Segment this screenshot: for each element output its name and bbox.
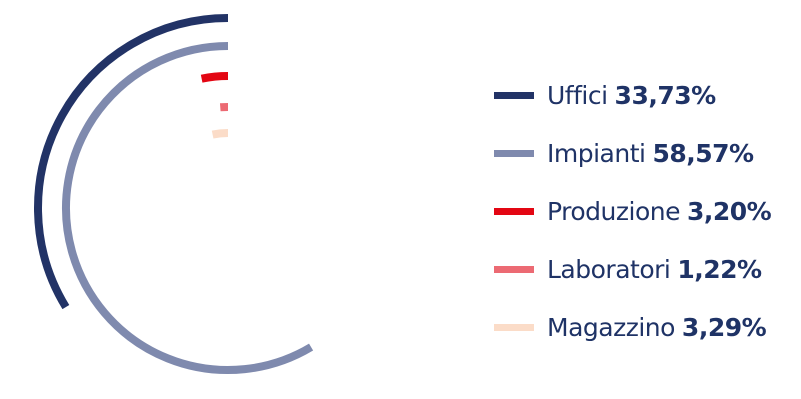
legend-label-produzione: Produzione [547, 196, 680, 226]
legend-swatch-laboratori [494, 265, 534, 273]
legend-label-impianti: Impianti [547, 138, 646, 168]
legend-swatch-magazzino [494, 323, 534, 331]
legend-item-produzione: Produzione 3,20% [494, 182, 801, 240]
chart-legend: Uffici 33,73% Impianti 58,57% Produzione… [494, 66, 801, 356]
radial-bar-chart [34, 14, 314, 374]
legend-label-uffici: Uffici [547, 80, 608, 110]
legend-item-uffici: Uffici 33,73% [494, 66, 801, 124]
radial-bar-impianti [62, 42, 314, 374]
legend-value-magazzino: 3,29% [681, 312, 767, 342]
radial-bar-magazzino [211, 129, 229, 139]
legend-value-laboratori: 1,22% [677, 254, 762, 284]
legend-value-impianti: 58,57% [652, 138, 754, 168]
legend-item-laboratori: Laboratori 1,22% [494, 240, 801, 298]
legend-item-impianti: Impianti 58,57% [494, 124, 801, 182]
legend-swatch-uffici [494, 91, 534, 99]
legend-label-magazzino: Magazzino [547, 312, 675, 342]
radial-bar-uffici [34, 14, 229, 310]
legend-item-magazzino: Magazzino 3,29% [494, 298, 801, 356]
legend-swatch-produzione [494, 207, 534, 215]
radial-bar-produzione [200, 72, 229, 83]
legend-value-produzione: 3,20% [686, 196, 772, 226]
legend-label-laboratori: Laboratori [547, 254, 671, 284]
legend-swatch-impianti [494, 149, 534, 157]
legend-value-uffici: 33,73% [614, 80, 717, 110]
